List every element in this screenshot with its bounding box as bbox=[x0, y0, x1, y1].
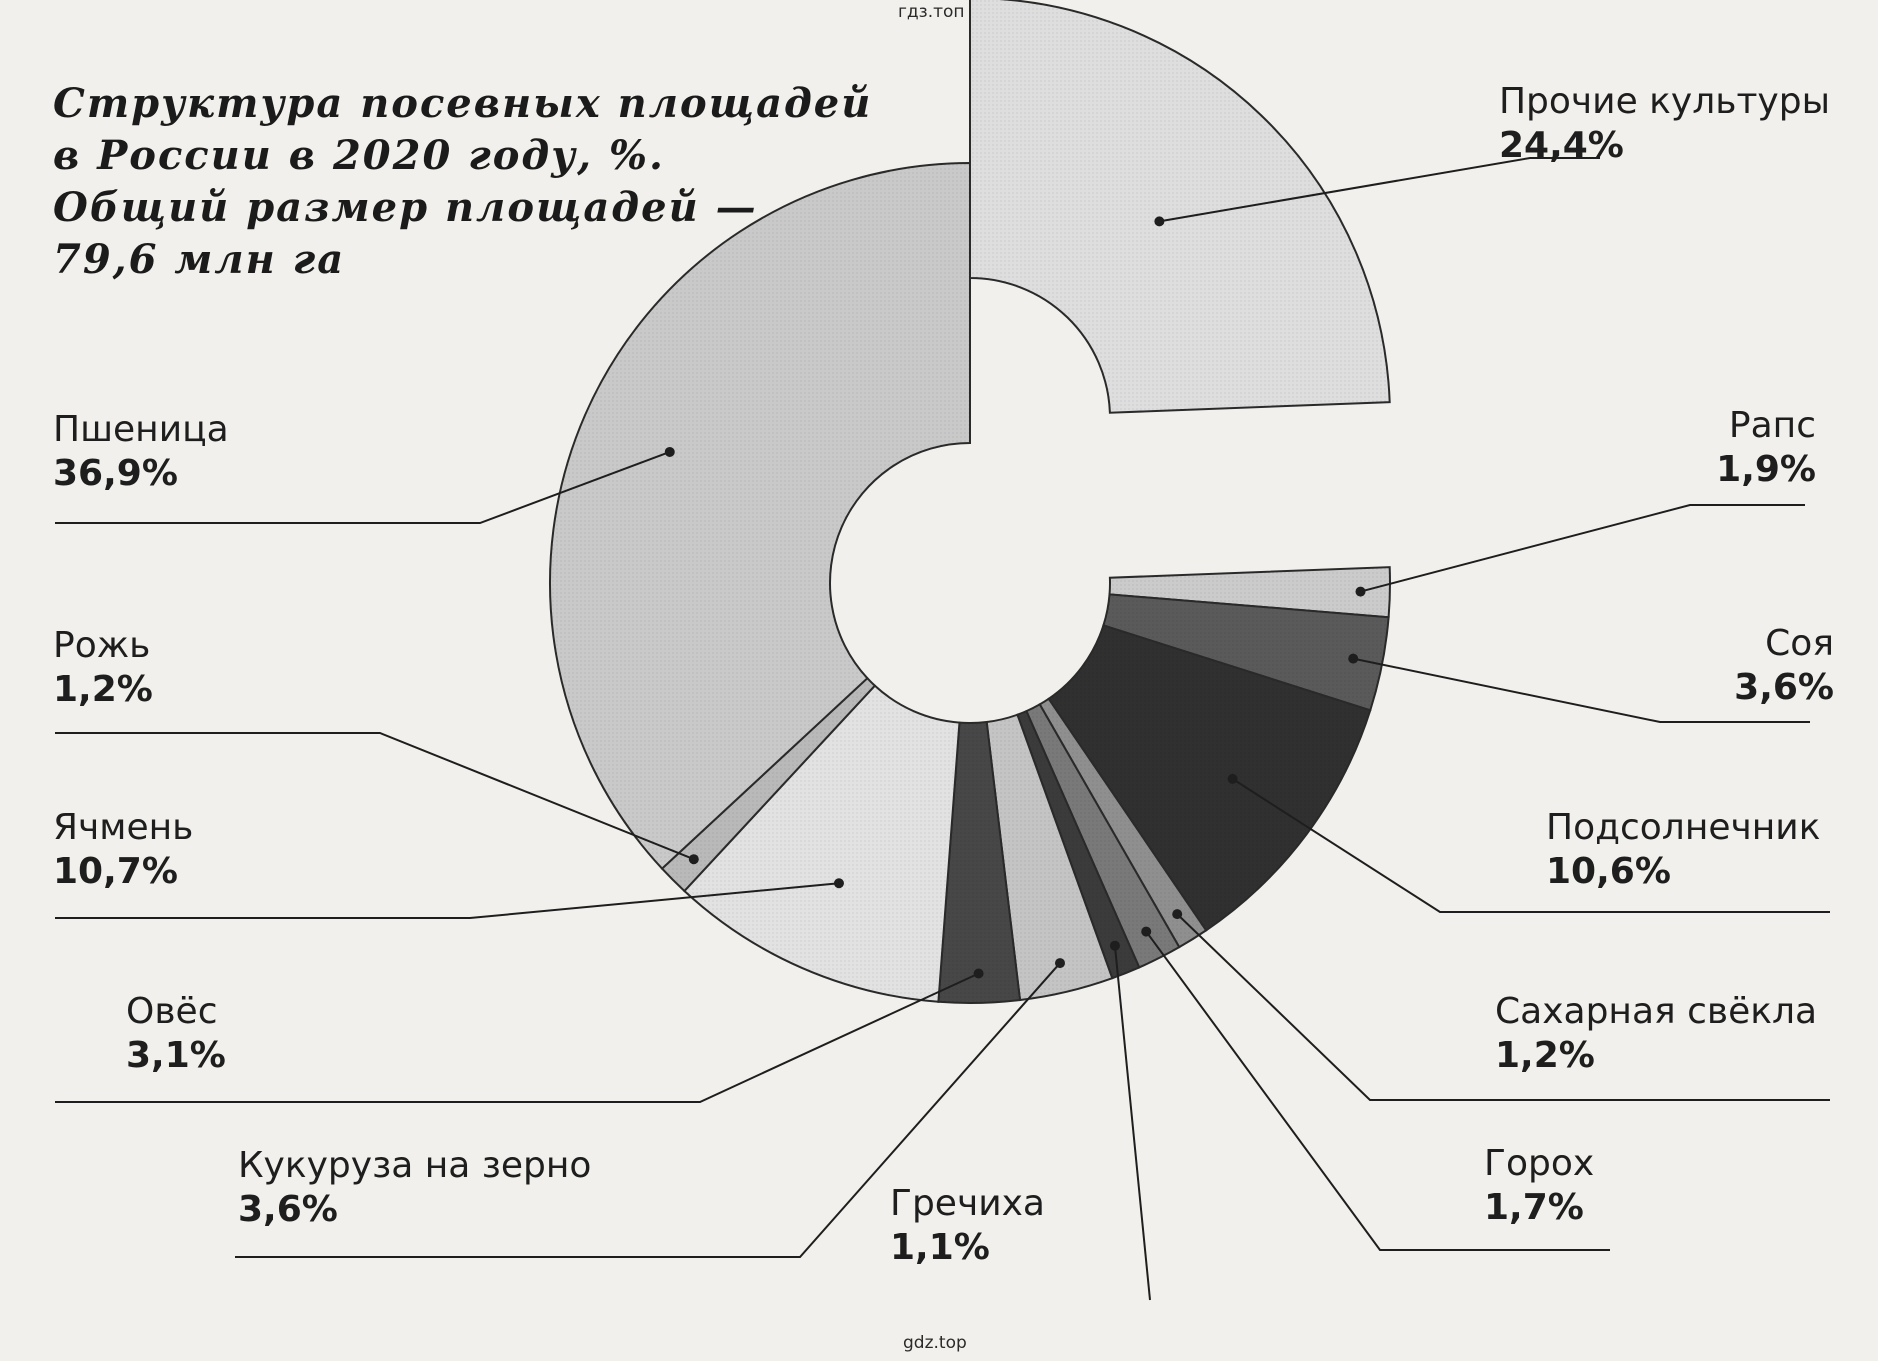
leader-line-sugar-beet bbox=[1176, 913, 1830, 1101]
leader-line-other bbox=[1159, 157, 1600, 223]
pie-slice-texture-sugar-beet bbox=[1039, 698, 1207, 948]
leader-line-buckwheat bbox=[1113, 945, 1151, 1301]
pie-slice-texture-buckwheat bbox=[1017, 711, 1140, 979]
slice-label-name: Кукуруза на зерно bbox=[238, 1145, 592, 1186]
slice-label-value: 1,7% bbox=[1484, 1187, 1584, 1228]
chart-title-line: Общий размер площадей — bbox=[53, 184, 758, 231]
pie-slice-texture-peas bbox=[1026, 704, 1180, 968]
leader-dot-other bbox=[1154, 216, 1165, 227]
pie-slice-texture-corn bbox=[986, 714, 1113, 1001]
slice-label-wheat: Пшеница 36,9% bbox=[53, 408, 229, 496]
leader-line-barley bbox=[55, 882, 840, 919]
leader-dot-corn bbox=[1054, 958, 1065, 969]
leader-line-rapeseed bbox=[1360, 504, 1805, 593]
slice-label-rapeseed: Рапс 1,9% bbox=[1716, 404, 1816, 492]
leader-dot-soy bbox=[1348, 653, 1359, 664]
pie-slice-texture-barley bbox=[684, 685, 960, 1002]
slice-label-value: 24,4% bbox=[1498, 125, 1624, 166]
slice-label-sugar-beet: Сахарная свёкла 1,2% bbox=[1495, 990, 1817, 1078]
slice-label-soy: Соя 3,6% bbox=[1734, 622, 1834, 710]
slice-label-other: Прочие культуры 24,4% bbox=[1499, 80, 1830, 168]
slice-label-name: Рапс bbox=[1728, 405, 1816, 446]
leader-line-wheat bbox=[55, 451, 671, 524]
slice-label-value: 1,1% bbox=[890, 1227, 990, 1268]
pie-slice-texture-rapeseed bbox=[1109, 567, 1390, 618]
slice-label-barley: Ячмень 10,7% bbox=[53, 806, 193, 894]
chart-title: Структура посевных площадей в России в 2… bbox=[53, 78, 873, 286]
pie-slice-texture-soy bbox=[1103, 594, 1389, 711]
leader-dot-barley bbox=[833, 878, 844, 889]
slice-label-value: 3,1% bbox=[126, 1035, 226, 1076]
slice-label-value: 10,6% bbox=[1546, 851, 1671, 892]
slice-label-name: Прочие культуры bbox=[1498, 81, 1830, 122]
slice-label-value: 3,6% bbox=[238, 1189, 338, 1230]
leader-dot-rapeseed bbox=[1355, 586, 1366, 597]
slice-label-value: 1,2% bbox=[53, 669, 153, 710]
leader-dot-buckwheat bbox=[1109, 940, 1120, 951]
watermark-top: гдз.топ bbox=[898, 2, 965, 22]
leader-dot-peas bbox=[1141, 926, 1152, 937]
slice-label-name: Пшеница bbox=[53, 409, 229, 450]
leader-dot-sunflower bbox=[1227, 773, 1238, 784]
leader-dot-rye bbox=[688, 854, 699, 865]
slice-label-name: Ячмень bbox=[53, 807, 194, 848]
watermark-bottom: gdz.top bbox=[903, 1333, 967, 1353]
slice-label-name: Сахарная свёкла bbox=[1495, 991, 1818, 1032]
pie-slice-texture-oats bbox=[938, 722, 1021, 1003]
slice-label-value: 1,2% bbox=[1495, 1035, 1595, 1076]
pie-slice-texture-rye bbox=[662, 678, 875, 891]
slice-label-corn: Кукуруза на зерно 3,6% bbox=[238, 1144, 591, 1232]
pie-slice-texture-other bbox=[970, 0, 1390, 413]
slice-label-name: Подсолнечник bbox=[1546, 807, 1821, 848]
slice-label-name: Соя bbox=[1765, 623, 1834, 664]
slice-label-buckwheat: Гречиха 1,1% bbox=[890, 1182, 1045, 1270]
leader-line-soy bbox=[1353, 657, 1810, 723]
chart-title-line: 79,6 млн га bbox=[53, 236, 346, 283]
slice-label-sunflower: Подсолнечник 10,6% bbox=[1546, 806, 1820, 894]
pie-slice-texture-sunflower bbox=[1048, 625, 1371, 931]
leader-line-sunflower bbox=[1232, 778, 1830, 913]
leader-dot-oats bbox=[973, 968, 984, 979]
leader-line-oats bbox=[55, 972, 980, 1103]
slice-label-name: Овёс bbox=[126, 991, 218, 1032]
slice-label-peas: Горох 1,7% bbox=[1484, 1142, 1594, 1230]
leader-line-peas bbox=[1145, 930, 1610, 1251]
slice-label-name: Рожь bbox=[53, 625, 151, 666]
leader-dot-wheat bbox=[664, 446, 675, 457]
chart-title-line: Структура посевных площадей bbox=[53, 80, 873, 127]
leader-line-rye bbox=[55, 732, 695, 861]
slice-label-value: 1,9% bbox=[1716, 449, 1816, 490]
leader-line-corn bbox=[235, 962, 1061, 1258]
leader-dot-sugar-beet bbox=[1172, 909, 1183, 920]
pie-slice-texture-wheat bbox=[549, 163, 970, 869]
slice-label-name: Горох bbox=[1484, 1143, 1595, 1184]
slice-label-name: Гречиха bbox=[890, 1183, 1045, 1224]
slice-label-oats: Овёс 3,1% bbox=[126, 990, 226, 1078]
chart-title-line: в России в 2020 году, %. bbox=[53, 132, 665, 179]
slice-label-value: 3,6% bbox=[1734, 667, 1834, 708]
slice-label-value: 10,7% bbox=[53, 851, 178, 892]
slice-label-rye: Рожь 1,2% bbox=[53, 624, 153, 712]
slice-label-value: 36,9% bbox=[53, 453, 178, 494]
